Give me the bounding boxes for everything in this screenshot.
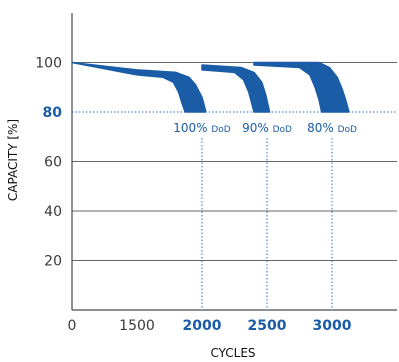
capacity-band-2 <box>201 64 271 113</box>
dod-label-2: 90% DoD <box>242 121 292 135</box>
x-axis-title: CYCLES <box>210 346 255 360</box>
dod-label-value: 80% <box>307 121 338 135</box>
y-tick-label-40: 40 <box>44 204 62 220</box>
dod-label-1: 100% DoD <box>173 121 231 135</box>
dod-label-value: 100% <box>173 121 211 135</box>
y-tick-labels: 20 40 60 80 100 <box>35 56 62 270</box>
y-tick-label-100: 100 <box>35 56 62 72</box>
y-axis-title: CAPACITY [%] <box>6 119 20 201</box>
x-tick-label-3000: 3000 <box>313 318 352 334</box>
x-tick-label-1500: 1500 <box>119 318 155 334</box>
dod-label-value: 90% <box>242 121 273 135</box>
dod-label-3: 80% DoD <box>307 121 357 135</box>
dod-label-unit: DoD <box>338 125 357 135</box>
dod-labels: 100% DoD 90% DoD 80% DoD <box>173 121 357 135</box>
y-tick-label-60: 60 <box>44 155 62 171</box>
y-tick-label-80: 80 <box>43 105 63 121</box>
x-tick-label-2500: 2500 <box>248 318 287 334</box>
dod-label-unit: DoD <box>211 125 230 135</box>
capacity-bands <box>71 61 350 113</box>
grid <box>71 13 397 311</box>
x-tick-label-0: 0 <box>68 318 77 334</box>
y-tick-label-20: 20 <box>44 254 62 270</box>
dod-label-unit: DoD <box>273 125 292 135</box>
capacity-band-1 <box>71 61 207 113</box>
x-tick-label-2000: 2000 <box>183 318 222 334</box>
capacity-band-3 <box>253 61 350 113</box>
x-tick-labels: 0 1500 2000 2500 3000 <box>68 318 352 334</box>
guide-lines <box>201 138 333 310</box>
